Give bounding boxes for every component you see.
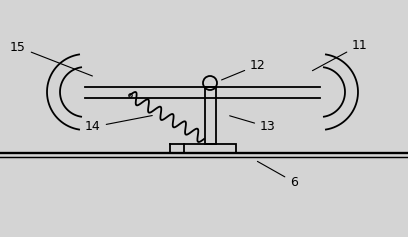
Text: 11: 11 [313,38,368,71]
Text: 6: 6 [257,161,298,188]
Bar [204,87,215,144]
Text: 12: 12 [222,59,266,80]
Text: 13: 13 [230,116,276,133]
Bar [184,144,236,153]
Text: 15: 15 [10,41,93,76]
Text: 14: 14 [85,115,152,133]
